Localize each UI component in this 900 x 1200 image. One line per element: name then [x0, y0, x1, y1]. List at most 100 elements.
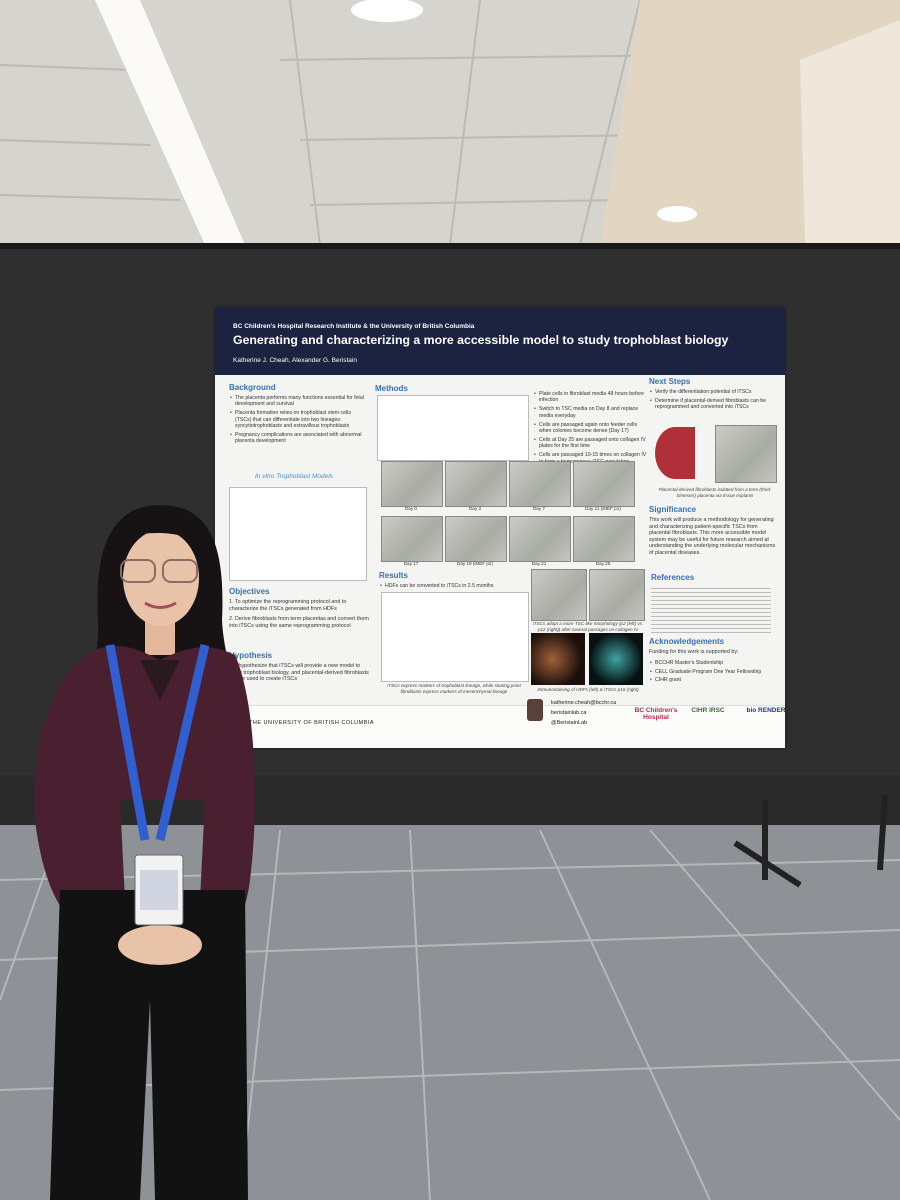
- day-label: Day 0: [404, 506, 417, 511]
- models-heading: In vitro Trophoblast Models: [255, 473, 333, 480]
- section-heading: Objectives: [229, 587, 270, 596]
- contact: @BeristainLab: [551, 720, 588, 726]
- section-heading: Background: [229, 383, 276, 392]
- objective-item: 1. To optimize the reprogramming protoco…: [229, 599, 347, 612]
- bangs: [122, 520, 200, 545]
- models-diagram: [229, 487, 367, 581]
- caption: Immunostaining of HDFs (left) & iTSCs p1…: [537, 687, 639, 692]
- microscopy-image: [589, 569, 645, 621]
- logo: bio RENDER: [746, 707, 786, 714]
- wall-pillar: [800, 20, 900, 245]
- light-strip: [95, 0, 245, 245]
- section-heading: Results: [379, 571, 408, 580]
- next-steps-section: Next Steps Verify the differentiation pot…: [649, 377, 779, 413]
- microscopy-image: [381, 516, 443, 562]
- poster-title: Generating and characterizing a more acc…: [233, 333, 729, 347]
- poster: BC Children's Hospital Research Institut…: [215, 307, 785, 748]
- logo: CIHR IRSC: [691, 707, 725, 714]
- fibroblast-image: [715, 425, 777, 483]
- board-leg: [733, 840, 802, 888]
- bullet-item: HDFs can be converted to iTSCs in 2.5 mo…: [380, 583, 529, 590]
- background-section: Background The placenta performs many fun…: [229, 383, 367, 447]
- objectives-section: Objectives 1. To optimize the reprogrammi…: [229, 587, 369, 633]
- section-heading: Hypothesis: [229, 651, 273, 660]
- day-label: Day 25: [595, 561, 611, 566]
- caption: iTSCs express markers of trophoblast lin…: [387, 683, 521, 694]
- acknowledgements-section: Acknowledgements Funding for this work is…: [649, 637, 779, 686]
- day-label: Day 21: [531, 561, 547, 566]
- significance-text: This work will produce a methodology for…: [649, 517, 776, 556]
- day-label: Day 3: [468, 506, 481, 511]
- institution: BC Children's Hospital Research Institut…: [233, 323, 475, 330]
- bullet-item: Placenta formation relies on trophoblast…: [230, 410, 367, 429]
- ceiling-light: [657, 206, 697, 222]
- methods-diagram: [377, 395, 529, 461]
- badge-card: [140, 870, 178, 910]
- funding-intro: Funding for this work is supported by:: [649, 649, 739, 655]
- microscopy-image: [573, 461, 635, 507]
- day-label: Day 7: [532, 506, 545, 511]
- microscopy-image: [573, 516, 635, 562]
- bullet-item: CELL Graduate Program One Year Fellowshi…: [650, 669, 779, 676]
- microscopy-image: [445, 516, 507, 562]
- microscopy-image: [381, 461, 443, 507]
- author-photo: [527, 699, 543, 721]
- day-label: Day 19 (iMEF p2): [457, 561, 493, 566]
- bullet-item: Pregnancy complications are associated w…: [230, 432, 367, 445]
- lanyard: [105, 643, 210, 842]
- hands: [118, 925, 202, 965]
- bullet-item: Plate cells in fibroblast media 48 hours…: [534, 391, 649, 404]
- board-leg: [877, 794, 888, 871]
- face: [123, 530, 199, 626]
- fluorescence-image: [589, 633, 643, 685]
- hypothesis-section: Hypothesis We hypothesize that iTSCs will…: [229, 651, 369, 687]
- bullet-item: BCCHR Master's Studentship: [650, 660, 779, 667]
- fluorescence-image: [531, 633, 585, 685]
- objective-item: 2. Derive fibroblasts from term placenta…: [229, 616, 369, 629]
- university-name: THE UNIVERSITY OF BRITISH COLUMBIA: [249, 720, 375, 726]
- smile: [144, 601, 177, 609]
- microscopy-image: [531, 569, 587, 621]
- bullet-item: Determine if placental-derived fibroblas…: [650, 398, 779, 411]
- ceiling-grid: [0, 0, 701, 246]
- bar-charts: [381, 592, 529, 682]
- ceiling-light: [351, 0, 423, 22]
- caption: iTSCs adopt a more TSC-like morphology (…: [532, 621, 644, 632]
- bullet-item: The placenta performs many functions ess…: [230, 395, 367, 408]
- glasses: [162, 559, 198, 583]
- reference-list: [651, 585, 771, 633]
- glasses: [120, 559, 156, 583]
- contact: katherine.cheah@bcchr.ca: [551, 700, 617, 706]
- significance-section: Significance This work will produce a met…: [649, 505, 779, 561]
- microscopy-image: [509, 516, 571, 562]
- placenta-figure: [655, 427, 695, 479]
- section-heading: Acknowledgements: [649, 637, 725, 646]
- bullet-item: Switch to TSC media on Day 8 and replace…: [534, 406, 649, 419]
- pants: [50, 890, 248, 1200]
- microscopy-image: [445, 461, 507, 507]
- top: [140, 660, 180, 700]
- poster-header: [215, 307, 785, 375]
- section-heading: Significance: [649, 505, 697, 514]
- section-heading: Next Steps: [649, 377, 691, 386]
- authors: Katherine J. Cheah, Alexander G. Berista…: [233, 357, 357, 364]
- results-section: Results HDFs can be converted to iTSCs in…: [379, 571, 529, 592]
- day-label: Day 11 (iMEF p1): [585, 506, 621, 511]
- section-heading: References: [651, 573, 695, 582]
- microscopy-image: [509, 461, 571, 507]
- section-heading: Methods: [375, 384, 408, 393]
- contact: beristainlab.ca: [551, 710, 587, 716]
- bullet-item: CIHR grant: [650, 677, 779, 684]
- bullet-item: Verify the differentiation potential of …: [650, 389, 779, 396]
- bullet-item: Cells at Day 25 are passaged onto collag…: [534, 437, 649, 450]
- bullet-item: Cells are passaged again onto feeder cel…: [534, 422, 649, 435]
- day-label: Day 17: [403, 561, 419, 566]
- board-frame: [0, 243, 900, 249]
- hypothesis-text: We hypothesize that iTSCs will provide a…: [229, 663, 369, 683]
- poster-footer: [215, 705, 785, 748]
- logo: BC Children's Hospital: [634, 707, 678, 721]
- cardigan: [34, 645, 256, 945]
- caption: Placental-derived fibroblasts isolated f…: [658, 487, 772, 498]
